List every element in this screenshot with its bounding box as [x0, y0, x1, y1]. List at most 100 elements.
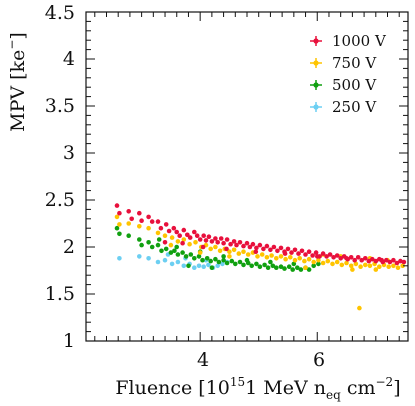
- data-point: [168, 250, 174, 255]
- data-point: [156, 237, 162, 242]
- data-point: [247, 244, 253, 250]
- data-point: [168, 242, 174, 248]
- y-tick-label: 1.5: [45, 283, 75, 305]
- data-point: [339, 262, 345, 268]
- data-point: [366, 258, 372, 264]
- data-point: [216, 259, 222, 265]
- data-point: [117, 210, 122, 216]
- x-tick-label: 4: [197, 349, 209, 371]
- legend-entry-500v: 500 V: [310, 76, 377, 94]
- data-point: [206, 234, 212, 239]
- data-point: [325, 258, 331, 264]
- data-point: [217, 248, 223, 254]
- data-point: [286, 264, 292, 270]
- data-point: [241, 249, 246, 254]
- data-point: [237, 240, 243, 245]
- data-point: [183, 254, 189, 259]
- x-axis-label: Fluence [10151 MeV neq cm−2]: [115, 375, 400, 402]
- legend-label: 500 V: [332, 76, 377, 94]
- data-point: [306, 256, 312, 262]
- data-point: [186, 263, 191, 269]
- data-point: [162, 233, 168, 238]
- data-point: [137, 254, 142, 259]
- data-point: [146, 240, 151, 245]
- data-point: [264, 254, 270, 260]
- data-point: [274, 255, 279, 261]
- data-point: [357, 305, 362, 311]
- data-point: [306, 267, 312, 272]
- data-point: [233, 261, 238, 267]
- data-point: [306, 249, 312, 254]
- data-point: [350, 267, 355, 272]
- data-point: [348, 263, 354, 269]
- data-point: [231, 247, 237, 253]
- data-point: [181, 237, 187, 242]
- legend-label: 250 V: [332, 98, 377, 116]
- data-point: [126, 221, 131, 226]
- data-point: [316, 257, 321, 263]
- data-point: [174, 229, 179, 235]
- legend: 1000 V 750 V 500 V 250 V: [310, 32, 387, 116]
- y-tick-label: 2.5: [45, 189, 75, 211]
- data-point: [175, 252, 181, 257]
- data-point: [200, 244, 206, 250]
- data-point: [245, 252, 251, 257]
- data-point: [155, 259, 161, 265]
- data-point: [282, 251, 288, 256]
- data-point: [197, 250, 203, 255]
- data-point: [261, 246, 266, 252]
- data-point: [268, 247, 273, 253]
- data-point: [188, 252, 194, 257]
- data-point: [187, 235, 193, 240]
- data-point: [193, 240, 198, 245]
- data-point: [358, 264, 363, 270]
- y-axis-label: MPV [ke−]: [5, 32, 29, 132]
- data-point: [259, 252, 265, 257]
- data-point: [268, 259, 273, 265]
- data-point: [181, 263, 187, 269]
- data-point: [395, 265, 401, 271]
- data-point: [114, 214, 120, 220]
- data-point: [203, 238, 209, 243]
- data-point: [187, 241, 192, 247]
- data-point: [244, 240, 250, 246]
- data-point: [285, 246, 291, 252]
- data-point: [163, 246, 169, 252]
- data-point: [192, 255, 197, 261]
- data-point: [208, 246, 213, 252]
- data-point: [278, 245, 284, 251]
- data-point: [162, 240, 168, 245]
- data-point: [292, 257, 298, 263]
- data-point: [257, 242, 263, 248]
- data-point: [218, 236, 224, 241]
- data-point: [180, 250, 185, 255]
- data-point: [244, 257, 250, 263]
- data-point: [386, 264, 392, 270]
- data-point: [213, 256, 218, 262]
- data-point: [324, 254, 329, 259]
- data-point: [209, 265, 215, 271]
- data-point: [197, 237, 203, 242]
- data-point: [330, 261, 335, 267]
- data-point: [302, 258, 307, 264]
- x-tick-labels: 4 6: [197, 349, 325, 371]
- data-point: [387, 259, 393, 265]
- data-point: [384, 257, 389, 263]
- data-point: [291, 261, 297, 267]
- data-point: [401, 259, 407, 265]
- data-point: [254, 261, 259, 267]
- data-point: [391, 257, 396, 263]
- data-point: [139, 242, 144, 248]
- y-tick-labels: 1 1.5 2 2.5 3 3.5 4 4.5: [45, 2, 75, 352]
- data-point: [394, 260, 400, 266]
- data-point: [221, 240, 226, 246]
- data-point: [373, 267, 379, 272]
- data-point: [289, 250, 294, 255]
- data-point: [228, 241, 233, 247]
- data-point: [208, 258, 213, 264]
- data-point: [320, 251, 326, 256]
- data-point: [370, 256, 375, 262]
- data-point: [149, 244, 155, 250]
- data-point: [355, 254, 361, 260]
- data-point: [155, 230, 161, 236]
